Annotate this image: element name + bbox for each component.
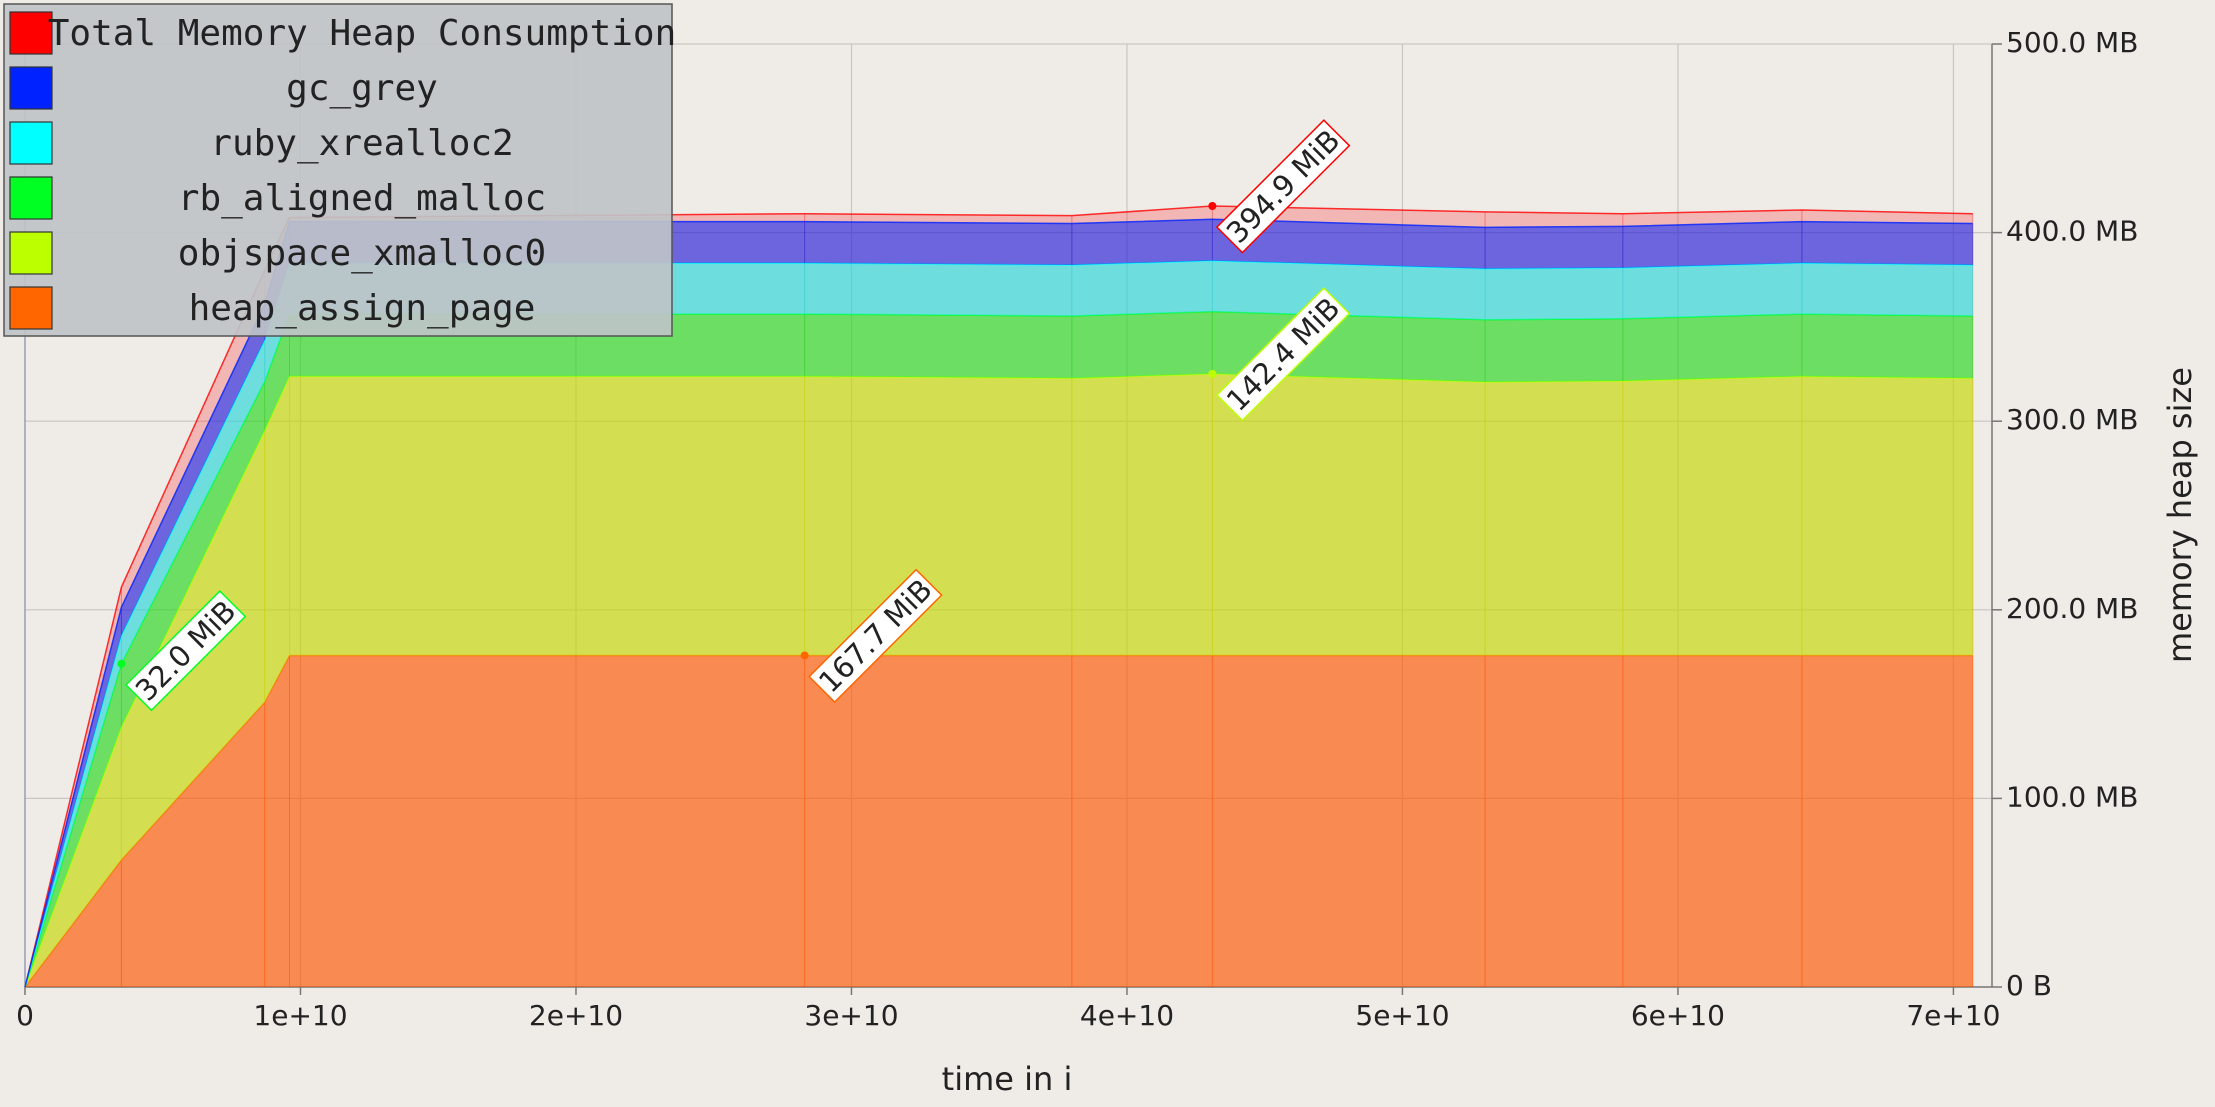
- value-label-box: [124, 589, 247, 712]
- legend-label: gc_grey: [286, 68, 438, 109]
- area-line: [24, 205, 1973, 988]
- data-point: [117, 659, 126, 668]
- y-tick-label: 100.0 MB: [2006, 780, 2138, 813]
- x-tick-label: 3e+10: [804, 999, 898, 1032]
- legend-label: objspace_xmalloc0: [178, 233, 546, 274]
- value-label-box: [1215, 287, 1351, 422]
- y-tick-label: 300.0 MB: [2006, 403, 2138, 436]
- legend-label: ruby_xrealloc2: [210, 123, 513, 164]
- x-tick-label: 6e+10: [1631, 999, 1725, 1032]
- legend-swatch: [9, 11, 53, 55]
- value-label-box: [808, 568, 943, 704]
- x-tick-label: 5e+10: [1355, 999, 1449, 1032]
- value-label-box: [1215, 119, 1351, 254]
- legend-label: rb_aligned_malloc: [178, 178, 546, 219]
- data-point: [1208, 202, 1217, 211]
- legend-swatch: [9, 176, 53, 220]
- legend-label: Total Memory Heap Consumption: [48, 13, 677, 54]
- legend-box: [3, 3, 673, 337]
- legend-label: heap_assign_page: [189, 288, 536, 329]
- legend-swatch: [9, 231, 53, 275]
- area-line: [24, 218, 1973, 988]
- y-tick-label: 500.0 MB: [2006, 26, 2138, 59]
- area-fill: [25, 373, 1973, 987]
- x-axis-title: time in i: [942, 1060, 1073, 1098]
- legend: Total Memory Heap Consumption gc_greyruby…: [3, 3, 677, 337]
- data-point: [800, 651, 809, 660]
- legend-swatch: [9, 121, 53, 165]
- x-tick-label: 2e+10: [529, 999, 623, 1032]
- data-point: [1208, 369, 1217, 378]
- area-fill: [25, 655, 1973, 987]
- y-tick-label: 0 B: [2006, 969, 2052, 1002]
- x-tick-label: 1e+10: [253, 999, 347, 1032]
- y-tick-label: 400.0 MB: [2006, 215, 2138, 248]
- legend-swatch: [9, 66, 53, 110]
- legend-swatch: [9, 286, 53, 330]
- y-tick-label: 200.0 MB: [2006, 592, 2138, 625]
- x-tick-label: 0: [16, 999, 34, 1032]
- x-tick-label: 4e+10: [1080, 999, 1174, 1032]
- y-axis-title: memory heap size: [2161, 367, 2199, 663]
- x-tick-label: 7e+10: [1906, 999, 2000, 1032]
